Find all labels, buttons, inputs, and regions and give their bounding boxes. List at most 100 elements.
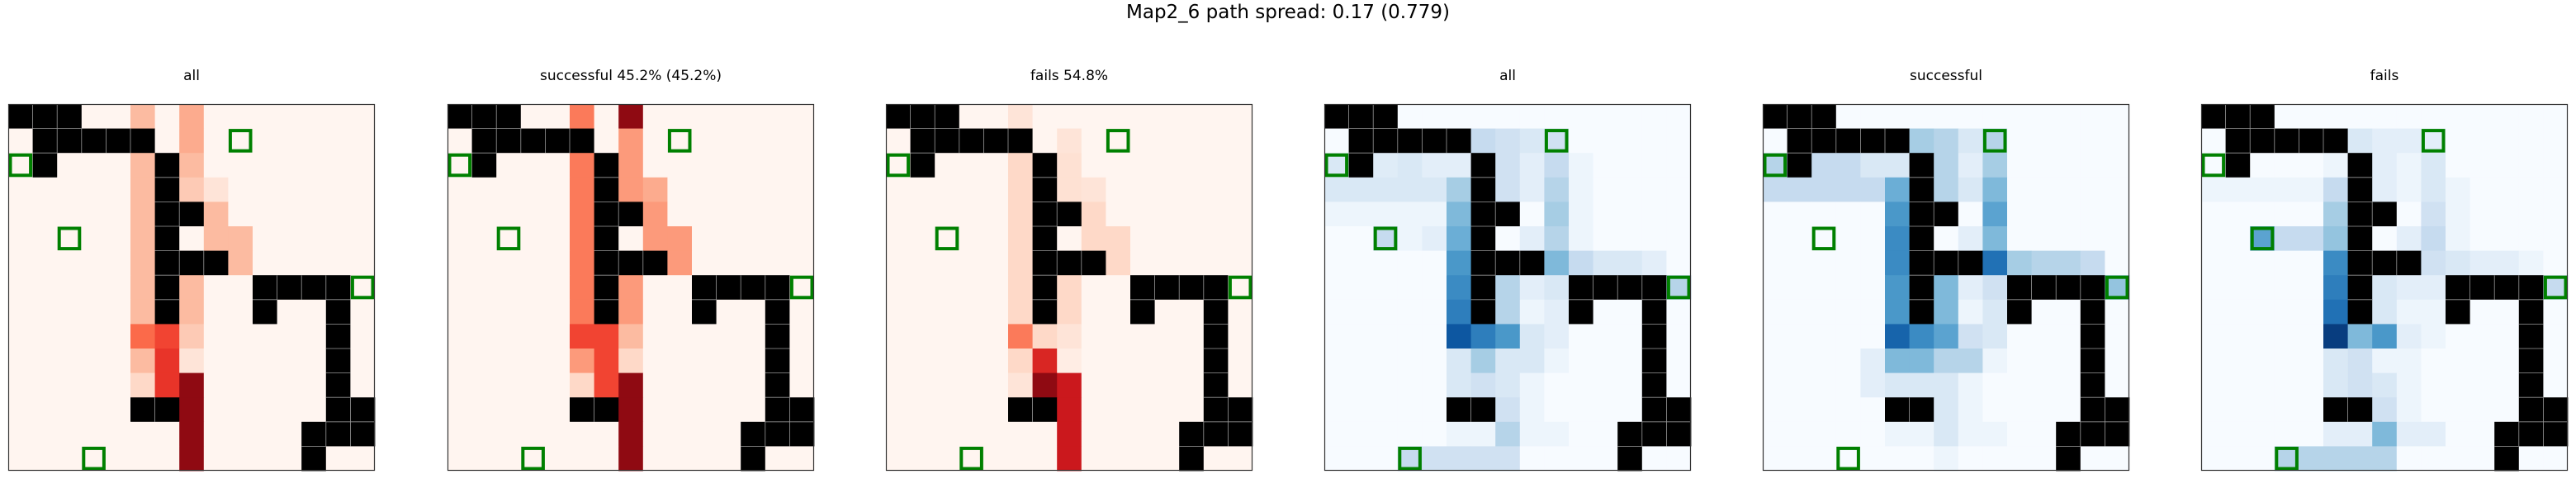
heat-cell [2469, 324, 2495, 349]
heat-cell [1617, 128, 1643, 154]
wall-cell [1860, 128, 1886, 154]
goal-marker [2250, 226, 2275, 251]
heat-cell [2056, 226, 2081, 251]
heat-cell [2469, 177, 2495, 202]
heat-cell [618, 299, 644, 325]
wall-cell [325, 299, 351, 325]
heat-cell [2031, 177, 2057, 202]
heat-cell [1447, 104, 1471, 129]
heat-cell [2225, 421, 2251, 447]
heat-cell [32, 349, 58, 373]
heat-cell [2250, 202, 2275, 227]
heat-cell [1397, 299, 1423, 325]
wall-cell [1032, 299, 1058, 325]
heat-cell [2250, 446, 2275, 472]
heat-cell [1544, 349, 1570, 373]
panel-title: all [1499, 68, 1516, 84]
heat-cell [1666, 446, 1692, 472]
wall-cell [1008, 128, 1033, 154]
heat-cell [1593, 349, 1618, 373]
heat-cell [1470, 104, 1496, 129]
heat-cell [325, 153, 351, 178]
wall-cell [1519, 250, 1545, 276]
wall-cell [301, 421, 327, 447]
wall-cell [765, 421, 790, 447]
heat-cell [301, 349, 327, 373]
heat-cell [570, 104, 594, 129]
wall-cell [2518, 372, 2544, 398]
heat-cell [2105, 275, 2130, 301]
heat-cell [2372, 299, 2398, 325]
heat-cell [2299, 250, 2324, 276]
heat-cell [1519, 226, 1545, 251]
heat-cell [2323, 421, 2348, 447]
heat-cell [1106, 104, 1131, 129]
heat-cell [741, 177, 766, 202]
figure-title: Map2_6 path spread: 0.17 (0.779) [1126, 2, 1450, 23]
heat-cell [2105, 226, 2130, 251]
heat-cell [618, 153, 644, 178]
heat-cell [642, 153, 668, 178]
heat-cell [154, 372, 180, 398]
heat-cell [1860, 226, 1886, 251]
heat-cell [1081, 299, 1106, 325]
wall-cell [1179, 275, 1205, 301]
heat-cell [570, 372, 594, 398]
heat-cell [447, 275, 472, 301]
heat-cell [106, 226, 131, 251]
heat-cell [277, 372, 302, 398]
plot-frame [1324, 103, 1692, 472]
heat-cell [2372, 275, 2398, 301]
heat-cell [2080, 250, 2105, 276]
heat-cell [520, 299, 546, 325]
wall-cell [1641, 372, 1667, 398]
heat-cell [1106, 324, 1131, 349]
wall-cell [1228, 397, 1253, 423]
heat-cell [1811, 299, 1837, 325]
heat-cell [57, 226, 83, 251]
heat-cell [2323, 226, 2348, 251]
wall-cell [2007, 275, 2032, 301]
heat-cell [32, 421, 58, 447]
wall-cell [2347, 275, 2373, 301]
heat-cell [1324, 202, 1349, 227]
heat-cell [2421, 202, 2446, 227]
heat-cell [2323, 324, 2348, 349]
heat-cell [179, 421, 205, 447]
heat-cell [2323, 349, 2348, 373]
heat-cell [228, 421, 253, 447]
heat-cell [1008, 275, 1033, 301]
heat-cell [692, 128, 717, 154]
heat-cell [983, 275, 1009, 301]
heat-cell [667, 446, 693, 472]
heat-cell [1835, 153, 1861, 178]
heat-cell [789, 349, 815, 373]
heat-cell [2396, 104, 2422, 129]
heat-cell [106, 421, 131, 447]
wall-cell [471, 153, 497, 178]
heat-cell [1324, 372, 1349, 398]
heat-cell [1397, 397, 1423, 423]
heat-cell [2080, 128, 2105, 154]
heat-cell [642, 349, 668, 373]
heat-cell [1495, 446, 1521, 472]
heat-cell [667, 250, 693, 276]
heat-cell [1569, 226, 1593, 251]
wall-cell [642, 250, 668, 276]
heat-cell [1179, 153, 1205, 178]
heat-cell [1982, 349, 2008, 373]
wall-cell [1373, 104, 1399, 129]
heat-cell [1763, 275, 1788, 301]
heat-cell [1569, 324, 1593, 349]
heat-cell [1544, 372, 1570, 398]
heat-cell [1130, 372, 1155, 398]
wall-cell [1569, 275, 1593, 301]
heat-cell [471, 397, 497, 423]
heat-cell [1934, 446, 1959, 472]
heat-cell [496, 372, 522, 398]
heat-cell [1373, 226, 1399, 251]
goal-marker [82, 446, 106, 471]
heat-cell [935, 250, 960, 276]
heat-cell [253, 226, 277, 251]
wall-cell [2347, 177, 2373, 202]
